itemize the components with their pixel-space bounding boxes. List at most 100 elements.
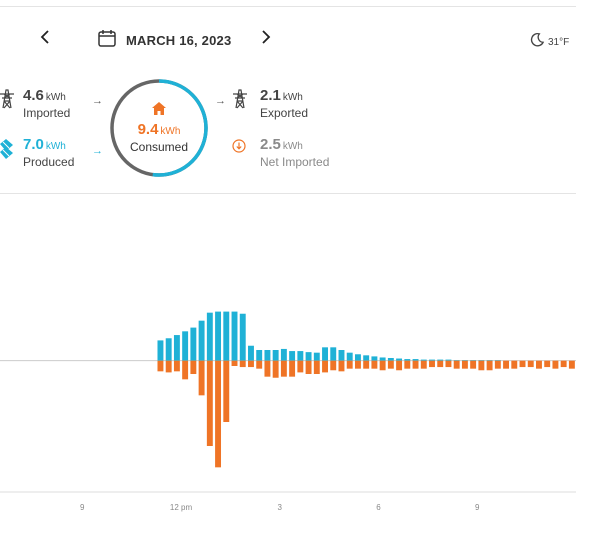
- consumption-bar[interactable]: [182, 360, 189, 380]
- consumption-bar[interactable]: [313, 360, 320, 374]
- consumption-bar[interactable]: [289, 360, 296, 377]
- solar-bar[interactable]: [305, 352, 312, 361]
- chevron-right-icon[interactable]: [261, 28, 271, 51]
- consumption-bar[interactable]: [519, 360, 526, 368]
- solar-bar[interactable]: [182, 331, 189, 361]
- solar-bar[interactable]: [478, 360, 485, 361]
- solar-bar[interactable]: [354, 354, 361, 361]
- solar-bar[interactable]: [494, 360, 501, 361]
- solar-bar[interactable]: [387, 358, 394, 361]
- consumption-bar[interactable]: [239, 360, 246, 368]
- consumption-bar[interactable]: [157, 360, 164, 372]
- consumption-bar[interactable]: [190, 360, 197, 374]
- consumption-bar[interactable]: [503, 360, 510, 369]
- solar-bar[interactable]: [190, 327, 197, 361]
- solar-bar[interactable]: [396, 358, 403, 361]
- solar-bar[interactable]: [256, 350, 263, 361]
- consumption-bar[interactable]: [494, 360, 501, 369]
- solar-bar[interactable]: [420, 359, 427, 361]
- solar-bar[interactable]: [429, 359, 435, 361]
- solar-bar[interactable]: [272, 350, 279, 361]
- solar-bar[interactable]: [165, 338, 172, 361]
- chevron-left-icon[interactable]: [40, 28, 50, 51]
- solar-bar[interactable]: [461, 360, 468, 361]
- consumption-bar[interactable]: [461, 360, 468, 369]
- solar-bar[interactable]: [289, 351, 296, 361]
- consumption-bar[interactable]: [198, 360, 205, 396]
- consumption-bar[interactable]: [346, 360, 353, 369]
- solar-bar[interactable]: [248, 345, 254, 361]
- consumption-bar[interactable]: [379, 360, 386, 371]
- solar-bar[interactable]: [206, 312, 213, 361]
- imported-unit: kWh: [45, 92, 66, 103]
- consumption-bar[interactable]: [396, 360, 403, 371]
- consumption-bar[interactable]: [387, 360, 394, 369]
- consumption-bar[interactable]: [264, 360, 271, 377]
- consumption-bar[interactable]: [420, 360, 427, 369]
- consumption-bar[interactable]: [272, 360, 279, 378]
- consumption-bar[interactable]: [429, 360, 435, 368]
- solar-bar[interactable]: [346, 352, 353, 361]
- solar-bar[interactable]: [198, 320, 205, 361]
- consumption-bar[interactable]: [297, 360, 304, 373]
- consumption-bar[interactable]: [470, 360, 477, 369]
- solar-bar[interactable]: [157, 340, 164, 361]
- consumption-bar[interactable]: [173, 360, 180, 372]
- solar-bar[interactable]: [437, 359, 444, 361]
- solar-bar[interactable]: [371, 356, 378, 361]
- consumption-bar[interactable]: [231, 360, 238, 366]
- consumption-bar[interactable]: [206, 360, 213, 446]
- solar-bar[interactable]: [445, 359, 452, 361]
- consumption-bar[interactable]: [338, 360, 345, 372]
- consumption-bar[interactable]: [544, 360, 551, 368]
- consumption-bar[interactable]: [330, 360, 337, 371]
- solar-bar[interactable]: [264, 350, 271, 361]
- consumption-bar[interactable]: [215, 360, 222, 468]
- solar-bar[interactable]: [453, 360, 460, 361]
- section-divider: [0, 193, 576, 194]
- solar-bar[interactable]: [280, 348, 287, 361]
- consumption-bar[interactable]: [371, 360, 378, 369]
- imported-stat: 4.6 kWh Imported: [23, 87, 70, 120]
- calendar-icon[interactable]: [97, 28, 117, 53]
- solar-bar[interactable]: [330, 347, 337, 361]
- solar-bar[interactable]: [338, 350, 345, 361]
- consumption-bar[interactable]: [404, 360, 411, 369]
- solar-bar[interactable]: [313, 352, 320, 361]
- solar-bar[interactable]: [231, 311, 238, 361]
- solar-bar[interactable]: [215, 311, 222, 361]
- solar-bar[interactable]: [363, 355, 370, 361]
- consumption-bar[interactable]: [568, 360, 575, 369]
- consumption-bar[interactable]: [552, 360, 559, 369]
- consumption-bar[interactable]: [453, 360, 460, 369]
- consumption-bar[interactable]: [223, 360, 230, 422]
- solar-bar[interactable]: [470, 360, 477, 361]
- solar-bar[interactable]: [486, 360, 493, 361]
- consumption-bar[interactable]: [560, 360, 567, 368]
- solar-bar[interactable]: [404, 359, 411, 361]
- consumption-bar[interactable]: [165, 360, 172, 373]
- consumption-bar[interactable]: [527, 360, 534, 368]
- consumption-bar[interactable]: [437, 360, 444, 368]
- date-label[interactable]: MARCH 16, 2023: [126, 33, 232, 48]
- consumption-bar[interactable]: [322, 360, 328, 373]
- consumption-bar[interactable]: [445, 360, 452, 368]
- solar-bar[interactable]: [412, 359, 419, 361]
- solar-bar[interactable]: [322, 347, 328, 361]
- consumption-bar[interactable]: [248, 360, 254, 368]
- solar-bar[interactable]: [239, 313, 246, 361]
- solar-bar[interactable]: [379, 357, 386, 361]
- consumption-bar[interactable]: [412, 360, 419, 369]
- consumption-bar[interactable]: [363, 360, 370, 369]
- consumption-bar[interactable]: [536, 360, 542, 369]
- consumption-bar[interactable]: [478, 360, 485, 371]
- consumption-bar[interactable]: [486, 360, 493, 371]
- consumption-bar[interactable]: [256, 360, 263, 369]
- consumption-bar[interactable]: [511, 360, 518, 369]
- solar-bar[interactable]: [173, 335, 180, 361]
- solar-bar[interactable]: [223, 311, 230, 361]
- consumption-bar[interactable]: [280, 360, 287, 377]
- consumption-bar[interactable]: [305, 360, 312, 374]
- consumption-bar[interactable]: [354, 360, 361, 369]
- solar-bar[interactable]: [297, 351, 304, 361]
